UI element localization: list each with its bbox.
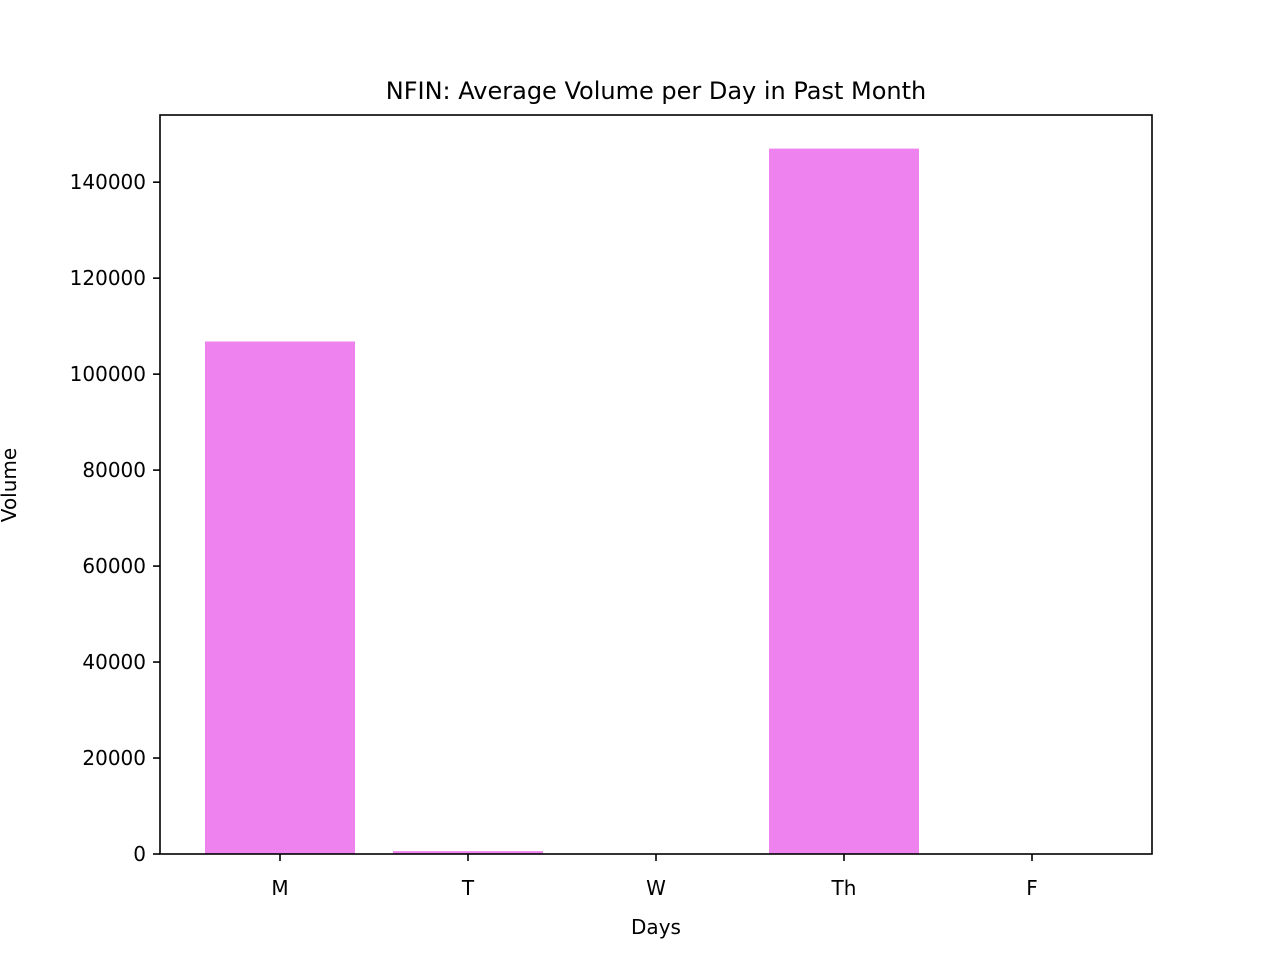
bar-m bbox=[205, 341, 355, 855]
x-tick-label: T bbox=[461, 876, 475, 900]
x-tick-label: W bbox=[646, 876, 666, 900]
y-tick-label: 120000 bbox=[70, 266, 146, 290]
y-tick-label: 60000 bbox=[82, 554, 146, 578]
y-axis: 0 20000 40000 60000 80000 100000 120000 140000 bbox=[70, 170, 160, 866]
bar-t bbox=[393, 851, 543, 854]
y-tick-label: 80000 bbox=[82, 458, 146, 482]
x-axis: M T W Th F bbox=[271, 854, 1038, 900]
y-tick-label: 140000 bbox=[70, 170, 146, 194]
y-tick-label: 100000 bbox=[70, 362, 146, 386]
bars-group bbox=[205, 148, 919, 855]
x-tick-label: Th bbox=[831, 876, 857, 900]
chart-title: NFIN: Average Volume per Day in Past Mon… bbox=[386, 77, 926, 105]
y-tick-label: 20000 bbox=[82, 746, 146, 770]
x-axis-label: Days bbox=[631, 915, 681, 939]
x-tick-label: F bbox=[1026, 876, 1038, 900]
y-tick-label: 40000 bbox=[82, 650, 146, 674]
bar-th bbox=[769, 148, 919, 854]
y-axis-label: Volume bbox=[0, 448, 21, 522]
x-tick-label: M bbox=[271, 876, 288, 900]
y-tick-label: 0 bbox=[133, 842, 146, 866]
